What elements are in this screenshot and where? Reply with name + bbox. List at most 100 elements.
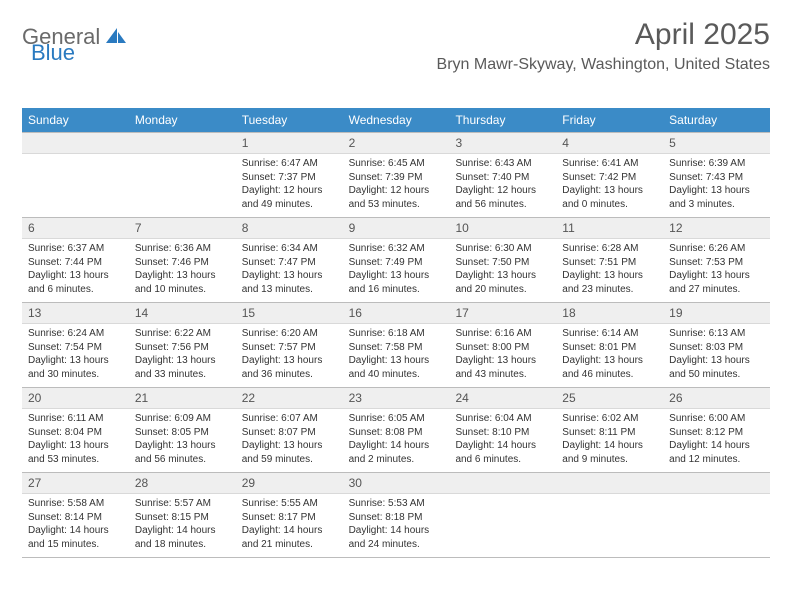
page: General April 2025 Bryn Mawr-Skyway, Was…	[0, 0, 792, 612]
day-cell: 1Sunrise: 6:47 AMSunset: 7:37 PMDaylight…	[236, 133, 343, 217]
day-number-row: 28	[129, 473, 236, 494]
day-number: 3	[449, 133, 556, 153]
day-cell: 28Sunrise: 5:57 AMSunset: 8:15 PMDayligh…	[129, 473, 236, 557]
day-sunrise: Sunrise: 6:09 AM	[135, 412, 230, 426]
day-body: Sunrise: 6:02 AMSunset: 8:11 PMDaylight:…	[556, 409, 663, 472]
dow-cell: Wednesday	[343, 108, 450, 132]
day-body: Sunrise: 6:00 AMSunset: 8:12 PMDaylight:…	[663, 409, 770, 472]
day-body	[22, 154, 129, 208]
day-number	[129, 133, 236, 153]
day-sunset: Sunset: 8:01 PM	[562, 341, 657, 355]
day-body: Sunrise: 6:47 AMSunset: 7:37 PMDaylight:…	[236, 154, 343, 217]
day-number-row: 18	[556, 303, 663, 324]
day-sunrise: Sunrise: 6:41 AM	[562, 157, 657, 171]
day-cell	[22, 133, 129, 217]
day-daylight: Daylight: 14 hours and 24 minutes.	[349, 524, 444, 551]
dow-cell: Monday	[129, 108, 236, 132]
calendar-week: 13Sunrise: 6:24 AMSunset: 7:54 PMDayligh…	[22, 303, 770, 388]
day-body: Sunrise: 6:16 AMSunset: 8:00 PMDaylight:…	[449, 324, 556, 387]
day-sunrise: Sunrise: 5:57 AM	[135, 497, 230, 511]
day-sunrise: Sunrise: 6:34 AM	[242, 242, 337, 256]
day-body: Sunrise: 6:28 AMSunset: 7:51 PMDaylight:…	[556, 239, 663, 302]
day-daylight: Daylight: 12 hours and 53 minutes.	[349, 184, 444, 211]
day-number: 14	[129, 303, 236, 323]
day-daylight: Daylight: 12 hours and 49 minutes.	[242, 184, 337, 211]
day-number: 9	[343, 218, 450, 238]
sail-icon	[104, 25, 128, 50]
day-number-row: 9	[343, 218, 450, 239]
day-sunset: Sunset: 7:40 PM	[455, 171, 550, 185]
day-body: Sunrise: 6:24 AMSunset: 7:54 PMDaylight:…	[22, 324, 129, 387]
day-daylight: Daylight: 13 hours and 46 minutes.	[562, 354, 657, 381]
day-cell: 14Sunrise: 6:22 AMSunset: 7:56 PMDayligh…	[129, 303, 236, 387]
day-number	[449, 473, 556, 493]
day-number: 23	[343, 388, 450, 408]
day-sunset: Sunset: 7:54 PM	[28, 341, 123, 355]
day-number-row: 20	[22, 388, 129, 409]
day-number: 2	[343, 133, 450, 153]
day-number: 12	[663, 218, 770, 238]
day-number-row: 26	[663, 388, 770, 409]
day-sunset: Sunset: 7:44 PM	[28, 256, 123, 270]
day-number-row: 3	[449, 133, 556, 154]
day-sunrise: Sunrise: 6:39 AM	[669, 157, 764, 171]
day-sunset: Sunset: 7:53 PM	[669, 256, 764, 270]
calendar-grid: 1Sunrise: 6:47 AMSunset: 7:37 PMDaylight…	[22, 132, 770, 558]
day-cell: 10Sunrise: 6:30 AMSunset: 7:50 PMDayligh…	[449, 218, 556, 302]
calendar-week: 6Sunrise: 6:37 AMSunset: 7:44 PMDaylight…	[22, 218, 770, 303]
day-daylight: Daylight: 14 hours and 15 minutes.	[28, 524, 123, 551]
day-number-row: 17	[449, 303, 556, 324]
day-number-row: 14	[129, 303, 236, 324]
day-cell: 16Sunrise: 6:18 AMSunset: 7:58 PMDayligh…	[343, 303, 450, 387]
day-number: 24	[449, 388, 556, 408]
day-sunrise: Sunrise: 6:20 AM	[242, 327, 337, 341]
day-cell: 7Sunrise: 6:36 AMSunset: 7:46 PMDaylight…	[129, 218, 236, 302]
day-number-row: 30	[343, 473, 450, 494]
day-sunrise: Sunrise: 6:45 AM	[349, 157, 444, 171]
day-number-row: 25	[556, 388, 663, 409]
day-daylight: Daylight: 13 hours and 23 minutes.	[562, 269, 657, 296]
day-number-row: 10	[449, 218, 556, 239]
day-cell: 4Sunrise: 6:41 AMSunset: 7:42 PMDaylight…	[556, 133, 663, 217]
day-daylight: Daylight: 14 hours and 2 minutes.	[349, 439, 444, 466]
day-body: Sunrise: 6:04 AMSunset: 8:10 PMDaylight:…	[449, 409, 556, 472]
day-sunrise: Sunrise: 6:30 AM	[455, 242, 550, 256]
day-sunset: Sunset: 8:10 PM	[455, 426, 550, 440]
day-number: 26	[663, 388, 770, 408]
day-number: 10	[449, 218, 556, 238]
day-daylight: Daylight: 13 hours and 3 minutes.	[669, 184, 764, 211]
month-title: April 2025	[437, 18, 770, 52]
day-cell: 17Sunrise: 6:16 AMSunset: 8:00 PMDayligh…	[449, 303, 556, 387]
day-number: 11	[556, 218, 663, 238]
day-sunset: Sunset: 8:17 PM	[242, 511, 337, 525]
dow-cell: Saturday	[663, 108, 770, 132]
day-sunrise: Sunrise: 5:53 AM	[349, 497, 444, 511]
day-sunset: Sunset: 7:51 PM	[562, 256, 657, 270]
day-body: Sunrise: 6:37 AMSunset: 7:44 PMDaylight:…	[22, 239, 129, 302]
day-cell: 20Sunrise: 6:11 AMSunset: 8:04 PMDayligh…	[22, 388, 129, 472]
day-number	[556, 473, 663, 493]
day-number: 8	[236, 218, 343, 238]
day-sunrise: Sunrise: 6:43 AM	[455, 157, 550, 171]
day-body: Sunrise: 6:36 AMSunset: 7:46 PMDaylight:…	[129, 239, 236, 302]
day-body: Sunrise: 6:45 AMSunset: 7:39 PMDaylight:…	[343, 154, 450, 217]
day-number: 5	[663, 133, 770, 153]
day-sunset: Sunset: 7:43 PM	[669, 171, 764, 185]
day-number: 6	[22, 218, 129, 238]
day-number-row	[22, 133, 129, 154]
day-cell: 26Sunrise: 6:00 AMSunset: 8:12 PMDayligh…	[663, 388, 770, 472]
day-sunrise: Sunrise: 6:05 AM	[349, 412, 444, 426]
day-sunset: Sunset: 8:14 PM	[28, 511, 123, 525]
day-number-row: 1	[236, 133, 343, 154]
day-daylight: Daylight: 13 hours and 33 minutes.	[135, 354, 230, 381]
day-cell: 21Sunrise: 6:09 AMSunset: 8:05 PMDayligh…	[129, 388, 236, 472]
day-number-row	[556, 473, 663, 494]
day-body: Sunrise: 6:14 AMSunset: 8:01 PMDaylight:…	[556, 324, 663, 387]
day-number: 19	[663, 303, 770, 323]
day-daylight: Daylight: 13 hours and 13 minutes.	[242, 269, 337, 296]
day-sunrise: Sunrise: 6:14 AM	[562, 327, 657, 341]
day-daylight: Daylight: 14 hours and 12 minutes.	[669, 439, 764, 466]
day-body	[129, 154, 236, 208]
day-number-row	[129, 133, 236, 154]
day-sunset: Sunset: 8:18 PM	[349, 511, 444, 525]
